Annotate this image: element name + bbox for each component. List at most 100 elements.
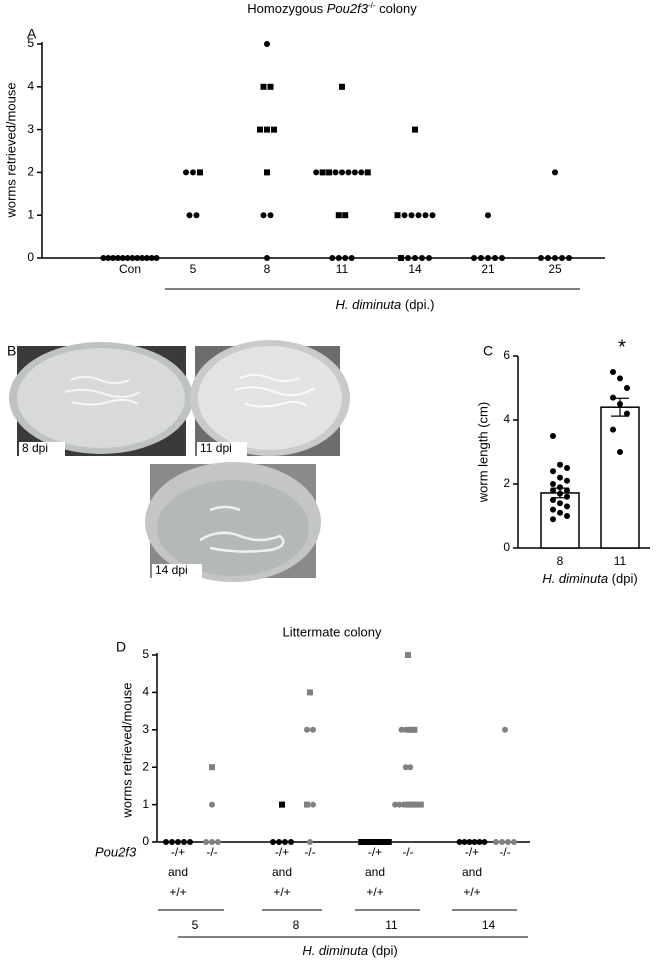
panel-label: C <box>483 343 493 359</box>
data-point <box>557 461 563 468</box>
photo-caption: 8 dpi <box>22 441 48 455</box>
data-point <box>405 801 411 808</box>
data-point <box>332 169 339 176</box>
data-point <box>398 255 404 261</box>
y-axis-label: worms retrieved/mouse <box>3 82 18 218</box>
data-point <box>550 497 556 503</box>
data-point <box>422 212 429 219</box>
genotype-label: and <box>272 865 292 879</box>
data-point <box>257 126 263 133</box>
data-point <box>407 764 414 771</box>
data-point <box>114 255 121 261</box>
data-point <box>342 212 349 219</box>
x-tick-label: 5 <box>190 262 197 276</box>
y-axis-label: worms retrieved/mouse <box>119 682 134 818</box>
data-point <box>557 500 563 507</box>
data-point <box>511 839 517 845</box>
photo: 14 dpi <box>145 462 321 582</box>
data-point <box>279 801 285 808</box>
data-point <box>304 726 310 733</box>
genotype-label: +/+ <box>273 885 290 899</box>
data-point <box>550 468 556 475</box>
genotype-label: and <box>365 865 385 879</box>
data-point <box>564 465 570 471</box>
row-label: Pou2f3 <box>95 844 137 859</box>
x-axis-label: H. diminuta (dpi) <box>542 571 637 586</box>
y-tick-label: 2 <box>503 476 510 490</box>
x-axis-label-part: (dpi) <box>368 943 398 958</box>
chart-title-part: Homozygous <box>247 1 326 16</box>
data-point <box>610 394 616 401</box>
data-point <box>215 839 221 845</box>
data-point <box>408 212 415 219</box>
data-point <box>412 255 418 261</box>
data-point <box>267 83 274 90</box>
data-point <box>550 481 556 487</box>
data-point <box>407 726 414 733</box>
photo: 8 dpi <box>9 342 193 456</box>
data-point <box>559 255 565 261</box>
data-point <box>412 126 418 133</box>
data-point <box>411 726 418 733</box>
data-point <box>538 255 544 261</box>
genotype-label: -/+ <box>275 845 289 859</box>
x-tick-label: 11 <box>336 262 349 276</box>
data-point <box>310 801 316 808</box>
data-point <box>402 764 409 771</box>
data-point <box>471 839 478 845</box>
y-tick-label: 0 <box>27 250 34 264</box>
data-point <box>564 493 570 500</box>
data-point <box>545 255 551 261</box>
data-point <box>564 513 570 519</box>
data-point <box>564 503 570 510</box>
data-point <box>129 255 136 261</box>
data-point <box>267 212 274 219</box>
y-tick-label: 3 <box>27 122 34 136</box>
data-point <box>617 401 623 407</box>
y-tick-label: 4 <box>503 412 510 426</box>
data-point <box>313 169 320 176</box>
y-axis-label: worm length (cm) <box>475 402 490 503</box>
data-point <box>413 801 420 808</box>
data-point <box>564 487 570 494</box>
data-point <box>143 255 150 261</box>
panel-label: D <box>116 639 126 655</box>
data-point <box>492 255 498 261</box>
data-point <box>471 255 477 261</box>
genotype-label: and <box>168 865 188 879</box>
y-tick-label: 1 <box>142 797 149 811</box>
data-point <box>461 839 468 845</box>
y-tick-label: 3 <box>142 722 149 736</box>
data-point <box>550 506 556 513</box>
data-point <box>271 126 277 133</box>
data-point <box>260 212 267 219</box>
data-point <box>203 839 209 845</box>
photo-caption: 14 dpi <box>155 563 188 577</box>
genotype-label: -/+ <box>465 845 479 859</box>
panel-label: B <box>7 343 16 359</box>
data-point <box>139 255 146 261</box>
y-tick-label: 2 <box>142 759 149 773</box>
data-point <box>564 477 570 484</box>
data-point <box>610 426 616 433</box>
group-label: 11 <box>385 918 398 932</box>
x-axis-label-part: H. diminuta <box>336 297 402 312</box>
data-point <box>307 689 313 696</box>
data-point <box>409 801 416 808</box>
data-point <box>456 839 463 845</box>
group-label: 8 <box>293 918 300 932</box>
x-axis-label-part: (dpi.) <box>401 297 434 312</box>
x-tick-label: 14 <box>408 262 422 276</box>
data-point <box>476 839 483 845</box>
data-point <box>550 433 556 439</box>
y-tick-label: 5 <box>142 647 149 661</box>
genotype-label: and <box>462 865 482 879</box>
bar <box>600 406 640 549</box>
data-point <box>276 839 282 845</box>
x-tick-label: 8 <box>557 554 564 568</box>
y-tick-label: 6 <box>503 348 510 362</box>
data-point <box>624 410 630 417</box>
data-point <box>342 255 349 261</box>
data-point <box>264 126 270 133</box>
